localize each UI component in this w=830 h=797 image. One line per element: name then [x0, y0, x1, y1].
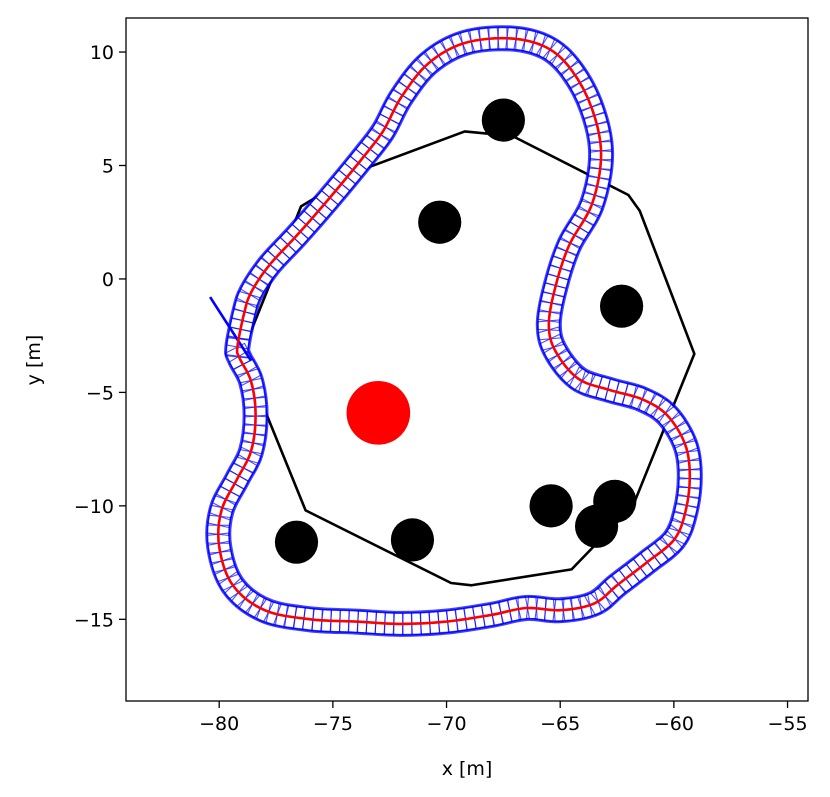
trajectory-line [216, 36, 692, 626]
obstacle-marker [599, 284, 644, 328]
y-tick-label: −10 [74, 496, 114, 518]
obstacle-marker [481, 98, 525, 142]
x-axis-label: x [m] [442, 758, 493, 780]
y-tick-label: −5 [86, 382, 114, 404]
x-tick-label: −60 [654, 713, 694, 735]
obstacle-marker [418, 200, 462, 244]
y-tick-label: 10 [90, 42, 114, 64]
obstacle-marker [529, 484, 573, 528]
start-heading-line [209, 296, 253, 362]
y-tick-label: −15 [74, 609, 114, 631]
x-tick-label: −75 [313, 713, 353, 735]
x-tick-label: −70 [426, 713, 466, 735]
data-layer [205, 25, 703, 637]
obstacle-marker [274, 520, 319, 564]
tick-layer: −80 −75 −70 −65 −60 −55 10 5 0 −5 −10 −15 [74, 42, 808, 735]
y-tick-label: 0 [102, 269, 114, 291]
x-tick-label: −65 [540, 713, 580, 735]
x-tick-label: −80 [199, 713, 239, 735]
y-axis-label: y [m] [23, 335, 45, 386]
obstacle-marker [390, 518, 435, 562]
target-marker [346, 380, 411, 445]
obstacle-marker [574, 504, 619, 548]
x-tick-label: −55 [767, 713, 807, 735]
y-tick-label: 5 [102, 155, 114, 177]
plot-frame [125, 17, 809, 702]
